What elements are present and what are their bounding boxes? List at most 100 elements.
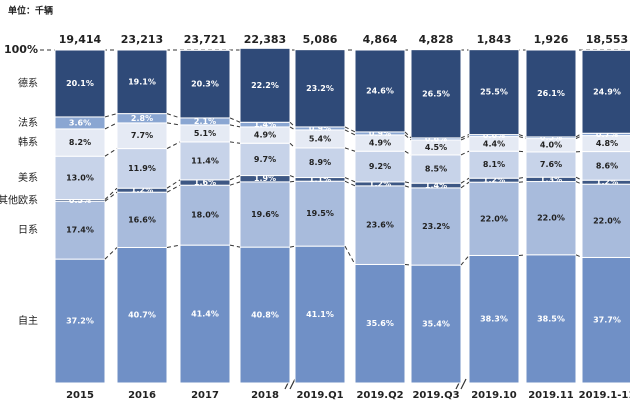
- data-label: 11.4%: [191, 156, 219, 165]
- x-tick-label: 2018: [251, 390, 279, 401]
- total-label: 19,414: [59, 33, 102, 46]
- data-label: 41.1%: [306, 310, 334, 319]
- bar-segment: [239, 181, 291, 248]
- connector: [575, 132, 583, 138]
- connector: [229, 124, 241, 128]
- connector: [518, 254, 527, 256]
- data-label: 2.8%: [131, 114, 153, 123]
- data-label: 22.0%: [537, 214, 565, 223]
- data-label: 7.7%: [131, 131, 153, 140]
- connector: [518, 176, 527, 179]
- bar-segment: [468, 254, 520, 384]
- connector: [460, 255, 470, 266]
- bar-segment: [294, 49, 346, 128]
- x-tick-label: 2019.11: [528, 390, 574, 401]
- connector: [229, 244, 241, 248]
- bar-segment: [54, 258, 106, 384]
- data-label: 38.5%: [537, 314, 565, 323]
- bar-segment: [354, 263, 406, 384]
- data-label: 22.2%: [251, 81, 279, 90]
- bar-segment: [525, 181, 577, 256]
- data-label: 4.9%: [369, 139, 391, 148]
- bar-segment: [410, 264, 462, 384]
- data-label: 25.5%: [480, 88, 508, 97]
- data-label: 8.2%: [69, 138, 91, 147]
- x-tick-label: 2019.10: [471, 390, 517, 401]
- bar-segment: [410, 154, 462, 184]
- data-label: 24.6%: [366, 86, 394, 95]
- data-label: 0.7%: [596, 130, 618, 139]
- bar-segment: [294, 245, 346, 384]
- data-label: 22.0%: [593, 216, 621, 225]
- series-name: 美系: [18, 171, 38, 184]
- connector: [104, 148, 118, 157]
- connector: [104, 122, 118, 130]
- data-label: 8.9%: [309, 158, 331, 167]
- connector: [575, 254, 583, 258]
- data-label: 16.6%: [128, 215, 156, 224]
- connector: [404, 185, 412, 189]
- data-label: 0.9%: [309, 124, 331, 133]
- y-tick-label: 100%: [4, 43, 38, 56]
- connector: [104, 187, 118, 200]
- data-label: 0.5%: [540, 133, 562, 142]
- bar-segment: [525, 49, 577, 138]
- data-label: 20.1%: [66, 79, 94, 88]
- connector: [166, 179, 181, 189]
- bar-segment: [354, 150, 406, 183]
- data-label: 1.9%: [254, 174, 276, 183]
- connector: [104, 191, 118, 202]
- bar-segment: [116, 246, 168, 384]
- connector: [575, 135, 583, 140]
- connector: [404, 131, 412, 139]
- connector: [344, 177, 356, 183]
- data-label: 1.2%: [369, 179, 391, 188]
- data-label: 19.6%: [251, 210, 279, 219]
- data-label: 11.9%: [128, 164, 156, 173]
- data-label: 8.5%: [425, 165, 447, 174]
- data-label: 1.1%: [309, 175, 331, 184]
- bar-segment: [179, 244, 231, 384]
- series-name: 自主: [18, 314, 38, 327]
- data-label: 4.4%: [483, 139, 505, 148]
- connector: [344, 180, 356, 187]
- total-label: 22,383: [244, 33, 286, 46]
- x-tick-label: 2019.Q2: [356, 390, 403, 401]
- bar-segment: [179, 49, 231, 119]
- data-label: 17.4%: [66, 226, 94, 235]
- data-label: 18.0%: [191, 211, 219, 220]
- total-label: 5,086: [303, 33, 338, 46]
- connector: [404, 150, 412, 156]
- connector: [289, 245, 296, 248]
- bar-segment: [239, 47, 291, 123]
- connector: [104, 113, 118, 118]
- bar-segment: [116, 49, 168, 115]
- data-label: 9.2%: [369, 162, 391, 171]
- data-label: 40.7%: [128, 311, 156, 320]
- total-label: 23,213: [121, 33, 163, 46]
- connector: [289, 142, 296, 149]
- connector: [229, 181, 241, 186]
- data-label: 37.2%: [66, 317, 94, 326]
- connector: [289, 126, 296, 131]
- data-label: 38.3%: [480, 315, 508, 324]
- bar-segment: [525, 254, 577, 384]
- data-label: 20.3%: [191, 80, 219, 89]
- connector: [344, 245, 356, 265]
- bar-segment: [179, 141, 231, 181]
- total-label: 18,553: [586, 33, 628, 46]
- series-name: 其他欧系: [0, 193, 38, 206]
- data-label: 5.1%: [194, 129, 216, 138]
- data-label: 23.2%: [422, 222, 450, 231]
- total-label: 4,864: [363, 33, 398, 46]
- data-label: 0.6%: [483, 131, 505, 140]
- bar-segment: [54, 49, 106, 118]
- data-label: 23.2%: [306, 84, 334, 93]
- bar-segment: [354, 49, 406, 133]
- connector: [460, 136, 470, 141]
- connector: [289, 175, 296, 179]
- connector: [166, 184, 181, 193]
- bar-segment: [581, 49, 630, 134]
- connector: [229, 175, 241, 181]
- data-label: 35.6%: [366, 319, 394, 328]
